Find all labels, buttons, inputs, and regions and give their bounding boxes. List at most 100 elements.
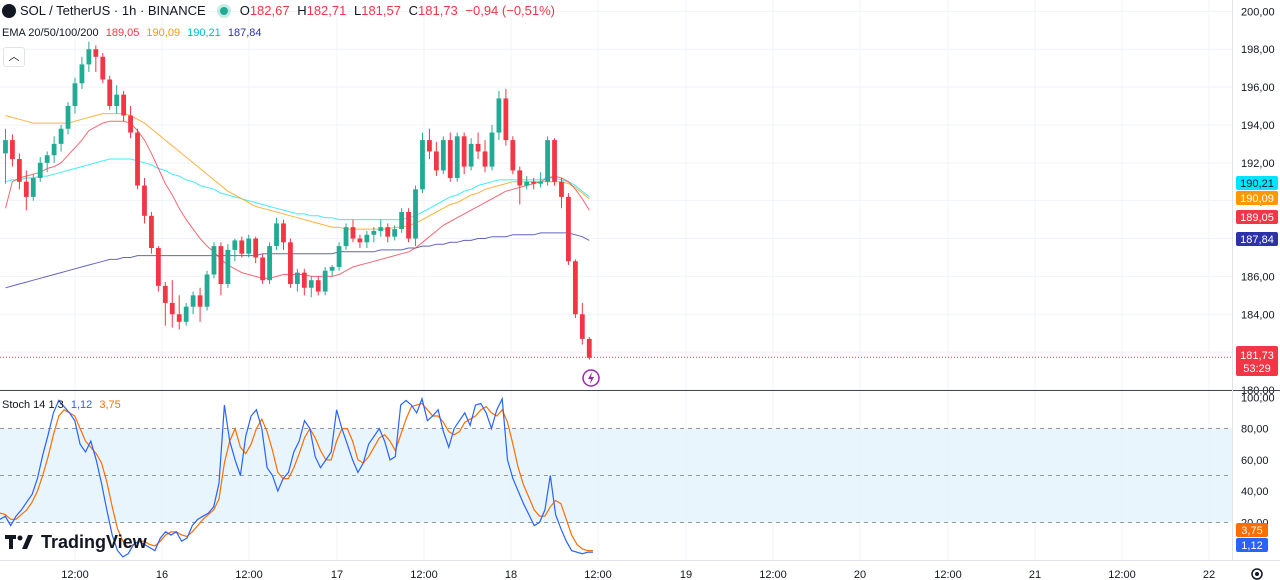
open-label: O xyxy=(239,3,250,18)
candle xyxy=(510,136,516,175)
stoch-price-label: 1,12 xyxy=(1236,538,1268,552)
svg-text:1,12: 1,12 xyxy=(1241,540,1262,552)
candle xyxy=(517,166,523,205)
candle xyxy=(51,136,57,163)
x-tick-label: 16 xyxy=(156,569,168,580)
x-tick-label: 12:00 xyxy=(61,569,89,580)
svg-text:181,73: 181,73 xyxy=(1240,350,1274,362)
stoch-legend[interactable]: Stoch 14 1 3 1,12 3,75 xyxy=(2,399,121,411)
x-tick-label: 12:00 xyxy=(1108,569,1136,580)
y-tick-label: 184,00 xyxy=(1241,309,1275,321)
candle xyxy=(121,90,127,122)
x-tick-label: 22 xyxy=(1203,569,1215,580)
candle xyxy=(135,128,140,190)
candle xyxy=(586,336,592,360)
candle xyxy=(294,268,300,292)
candle xyxy=(579,302,585,345)
candle xyxy=(531,177,537,190)
x-tick-label: 19 xyxy=(680,569,692,580)
ema50-value: 190,09 xyxy=(146,27,181,39)
candle xyxy=(162,282,168,326)
ema200-line xyxy=(5,232,590,289)
candle xyxy=(58,124,64,152)
candle xyxy=(440,136,446,175)
candle xyxy=(23,170,29,211)
candle xyxy=(461,132,467,175)
lightning-icon[interactable] xyxy=(582,369,600,387)
candle xyxy=(190,291,196,315)
x-tick-label: 18 xyxy=(505,569,517,580)
candle xyxy=(253,236,259,264)
candle xyxy=(357,234,363,249)
candle xyxy=(503,88,509,146)
stoch-k-line xyxy=(0,396,593,558)
candle xyxy=(420,132,425,194)
ema-price-label: 189,05 xyxy=(1236,210,1278,224)
candle xyxy=(406,208,411,243)
x-tick-label: 12:00 xyxy=(235,569,263,580)
candle xyxy=(142,177,147,224)
tradingview-logo[interactable]: TradingView xyxy=(5,532,147,553)
candle xyxy=(315,276,321,296)
symbol-title[interactable]: SOL / TetherUS · 1h · BINANCE xyxy=(20,3,206,18)
stoch-y-tick-label: 40,00 xyxy=(1241,486,1269,498)
ohlc-values: O182,67 H182,71 L181,57 C181,73 −0,94 (−… xyxy=(240,3,559,18)
svg-text:189,05: 189,05 xyxy=(1240,212,1274,224)
candle xyxy=(301,268,307,296)
candle xyxy=(30,174,36,201)
candle xyxy=(399,208,405,233)
candle xyxy=(218,242,224,296)
y-tick-label: 198,00 xyxy=(1241,44,1275,56)
candle xyxy=(572,259,578,319)
ema200-value: 187,84 xyxy=(227,27,262,39)
svg-text:190,09: 190,09 xyxy=(1240,193,1274,205)
y-tick-label: 200,00 xyxy=(1241,6,1275,18)
candle xyxy=(343,223,349,250)
stoch-band xyxy=(0,428,1232,523)
candle xyxy=(37,157,43,182)
low-label: L xyxy=(353,3,362,18)
x-tick-label: 12:00 xyxy=(584,569,612,580)
candle xyxy=(482,140,488,173)
svg-text:187,84: 187,84 xyxy=(1240,234,1274,246)
candle xyxy=(3,128,8,184)
sol-logo-icon xyxy=(2,3,16,18)
candle xyxy=(308,276,314,298)
open-value: 182,67 xyxy=(249,3,290,18)
collapse-legend-button[interactable]: ︿ xyxy=(3,47,25,67)
close-value: 181,73 xyxy=(418,3,458,18)
x-tick-label: 17 xyxy=(331,569,343,580)
ema-legend[interactable]: EMA 20/50/100/200 189,05 190,09 190,21 1… xyxy=(2,27,262,39)
svg-text:3,75: 3,75 xyxy=(1241,525,1262,537)
candle xyxy=(79,56,85,89)
symbol-header: SOL / TetherUS · 1h · BINANCE O182,67 H1… xyxy=(2,3,559,18)
ema100-line xyxy=(5,158,590,221)
y-tick-label: 186,00 xyxy=(1241,271,1275,283)
candle xyxy=(86,41,92,72)
stoch-lines xyxy=(0,396,593,558)
x-tick-label: 12:00 xyxy=(759,569,787,580)
high-label: H xyxy=(297,3,307,18)
ema-price-label: 190,09 xyxy=(1236,191,1278,205)
candle xyxy=(72,77,78,114)
svg-text:53:29: 53:29 xyxy=(1243,363,1271,375)
candle xyxy=(496,90,502,141)
candle xyxy=(155,246,161,292)
candle xyxy=(183,302,189,326)
ema-legend-label: EMA 20/50/100/200 xyxy=(2,27,99,39)
candle xyxy=(274,217,279,250)
ema20-value: 189,05 xyxy=(105,27,140,39)
market-open-icon xyxy=(219,6,228,15)
stoch-d-line xyxy=(0,402,593,552)
candle xyxy=(65,102,71,135)
candle xyxy=(427,128,432,160)
candle xyxy=(322,266,328,296)
y-tick-label: 192,00 xyxy=(1241,158,1275,170)
candle xyxy=(447,132,453,182)
ema50-line xyxy=(5,113,590,230)
x-tick-label: 20 xyxy=(854,569,866,580)
settings-gear-icon[interactable] xyxy=(1251,568,1263,580)
candles xyxy=(3,41,592,360)
candle xyxy=(433,141,439,177)
